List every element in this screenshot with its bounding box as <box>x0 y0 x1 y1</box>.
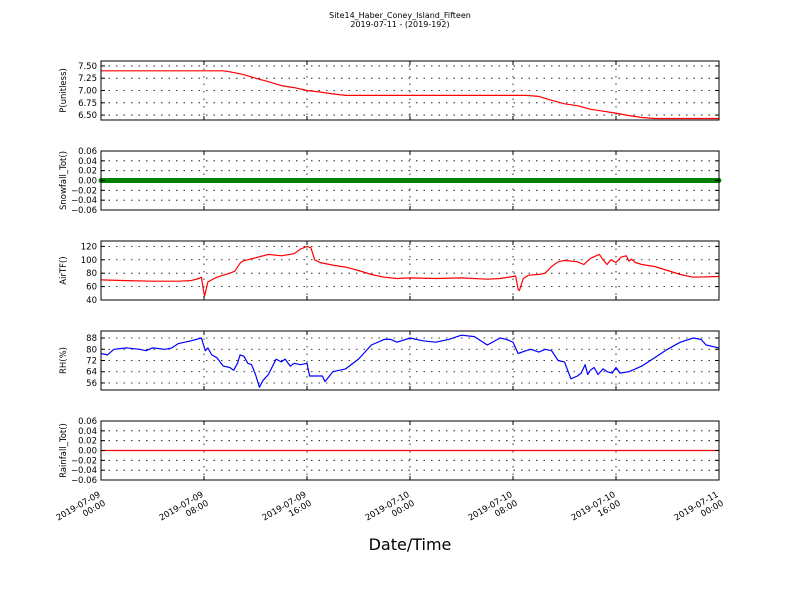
y-tick-label: 0.02 <box>78 167 97 177</box>
y-tick-label: −0.02 <box>71 186 97 196</box>
y-axis-label: AirTF() <box>59 256 69 284</box>
x-tick-label: 2019-07-1016:00 <box>570 490 623 532</box>
y-tick-label: 0.02 <box>78 437 97 447</box>
y-tick-label: 6.75 <box>78 99 97 109</box>
y-tick-label: 7.50 <box>78 62 97 72</box>
y-tick-label: −0.06 <box>71 206 97 216</box>
y-tick-label: 7.25 <box>78 74 97 84</box>
y-tick-label: 0.04 <box>78 157 97 167</box>
series-line-punitless <box>101 70 719 120</box>
panel-1: 6.50 6.75 7.00 7.25 7.50 P(unitless) <box>59 60 720 121</box>
x-tick-label: 2019-07-1000:00 <box>364 490 417 532</box>
y-axis-label: Snowfall_Tot() <box>59 151 69 210</box>
panel-3: 40 60 80 100 120 AirTF() <box>59 240 720 306</box>
y-tick-label: 0.00 <box>78 177 97 187</box>
y-tick-label: 100 <box>81 256 97 266</box>
y-axis-label: P(unitless) <box>59 68 69 113</box>
y-tick-label: −0.06 <box>71 476 97 486</box>
y-tick-label: 80 <box>86 345 97 355</box>
panel-5: −0.06−0.04−0.020.000.020.040.06 Rainfall_… <box>59 417 720 486</box>
x-tick-label: 2019-07-0908:00 <box>158 490 211 532</box>
y-tick-label: −0.04 <box>71 466 97 476</box>
y-tick-label: −0.04 <box>71 196 97 206</box>
panel-2: −0.06−0.04−0.020.000.020.040.06 Snowfall_… <box>59 147 722 216</box>
y-tick-label: 0.00 <box>78 447 97 457</box>
series-line-rh <box>100 334 720 388</box>
series-line-airtf <box>100 245 720 297</box>
y-tick-label: 72 <box>86 357 97 367</box>
x-tick-label: 2019-07-0916:00 <box>261 490 314 532</box>
x-tick-label: 2019-07-1100:00 <box>673 490 726 532</box>
x-axis-label: Date/Time <box>368 535 452 554</box>
y-tick-label: 60 <box>86 283 97 293</box>
y-tick-label: 6.50 <box>78 111 97 121</box>
y-tick-label: 40 <box>86 296 97 306</box>
y-axis-label: RH(%) <box>59 347 69 374</box>
y-tick-label: 0.04 <box>78 427 97 437</box>
chart-title-line1: Site14_Haber_Coney_Island_Fifteen <box>329 11 471 20</box>
y-tick-label: 0.06 <box>78 147 97 157</box>
y-tick-label: −0.02 <box>71 456 97 466</box>
y-tick-label: 120 <box>81 242 97 252</box>
y-tick-label: 56 <box>86 379 97 389</box>
y-tick-label: 88 <box>86 334 97 344</box>
y-axis-label: Rainfall_Tot() <box>59 423 69 478</box>
chart-title-line2: 2019-07-11 - (2019-192) <box>350 20 450 29</box>
y-tick-label: 64 <box>86 368 97 378</box>
x-tick-label: 2019-07-0900:00 <box>55 490 108 532</box>
y-tick-label: 7.00 <box>78 87 97 97</box>
y-tick-label: 80 <box>86 269 97 279</box>
y-tick-label: 0.06 <box>78 417 97 427</box>
x-tick-label: 2019-07-1008:00 <box>467 490 520 532</box>
